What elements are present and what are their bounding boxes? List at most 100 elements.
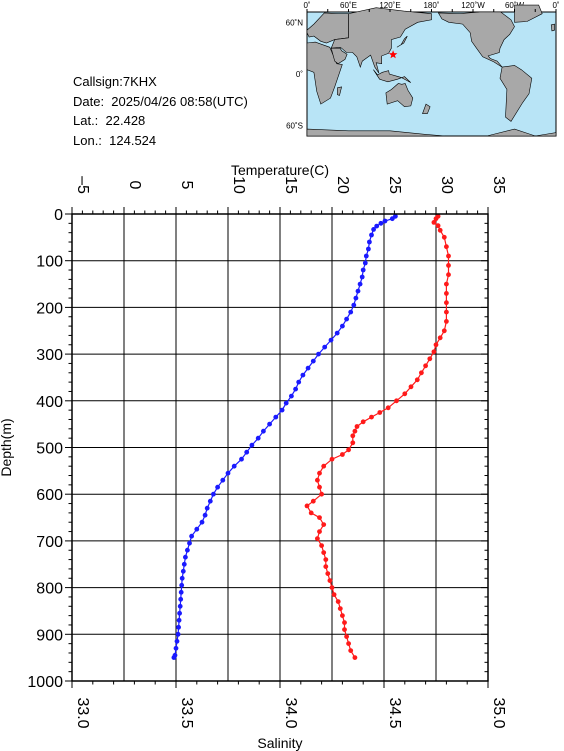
temperature-point [267, 421, 272, 427]
station-location-marker [388, 50, 398, 59]
temperature-point [177, 603, 183, 609]
salinity-point [377, 410, 383, 415]
temperature-point [369, 232, 374, 238]
temperature-point [171, 655, 177, 660]
temperature-point [378, 220, 384, 226]
depth-tick-label: 900 [36, 627, 63, 644]
temperature-tick-labels: –5 0 5 10 15 20 25 30 35 [74, 176, 507, 194]
longitude-text: Lon.: 124.524 [73, 132, 157, 148]
depth-tick-label: 700 [36, 534, 63, 551]
temperature-tick-label: 0 [126, 181, 143, 190]
temperature-point [310, 358, 316, 364]
temperature-point [360, 267, 366, 273]
temperature-point [178, 596, 184, 602]
temperature-point [194, 526, 200, 532]
depth-tick-labels: 0 100 200 300 400 500 600 700 800 900 1000 [27, 207, 63, 691]
salinity-point [304, 503, 310, 509]
temperature-point [382, 218, 388, 224]
depth-tick-label: 500 [36, 441, 63, 458]
salinity-point [408, 384, 414, 390]
temperature-point [231, 463, 237, 469]
temperature-line [173, 215, 396, 658]
salinity-point [325, 571, 331, 576]
map-longitude-label: 60˚E [340, 1, 357, 10]
temperature-point [374, 223, 380, 229]
station-star-icon [388, 50, 398, 59]
map-frame-ticks [306, 9, 557, 12]
profile-chart: Temperature(C) Salinity Depth(m) 0100200… [0, 162, 507, 751]
salinity-point [350, 433, 356, 439]
salinity-point [310, 498, 316, 504]
salinity-point [344, 634, 349, 639]
temperature-point [211, 491, 216, 497]
temperature-point [367, 239, 372, 245]
salinity-point [444, 291, 449, 296]
salinity-point [446, 272, 451, 278]
temperature-point [179, 582, 185, 588]
temperature-point [348, 309, 354, 315]
salinity-point [369, 414, 374, 420]
date-text: Date: 2025/04/26 08:58(UTC) [73, 93, 248, 109]
salinity-point [414, 377, 420, 383]
map-latitude-label: 0˚ [296, 70, 303, 79]
salinity-point [402, 391, 408, 397]
salinity-point [317, 515, 322, 520]
temperature-tick-label: 35 [490, 176, 507, 194]
temperature-tick-label: 20 [334, 176, 351, 194]
salinity-point [340, 452, 345, 457]
temperature-point [176, 617, 182, 623]
salinity-axis-title: Salinity [257, 735, 302, 751]
map-land-south-america [499, 65, 533, 122]
salinity-point [319, 543, 324, 548]
salinity-point [394, 398, 399, 404]
temperature-point [334, 330, 340, 336]
temperature-point [179, 575, 185, 581]
map-land-north-america [437, 11, 515, 68]
temperature-point [178, 589, 184, 595]
depth-tick-label: 800 [36, 581, 63, 598]
data-series [171, 213, 451, 660]
temperature-tick-label: 15 [282, 176, 299, 194]
salinity-point [317, 484, 322, 490]
temperature-point [279, 407, 285, 413]
temperature-point [177, 610, 183, 616]
salinity-point [348, 648, 354, 653]
salinity-point [346, 447, 351, 453]
salinity-tick-label: 33.5 [178, 697, 195, 728]
temperature-tick-label: 10 [230, 176, 247, 194]
map-land-madagascar [337, 86, 343, 96]
salinity-point [317, 470, 322, 476]
salinity-point [431, 220, 437, 225]
salinity-point [317, 529, 322, 534]
temperature-point [300, 372, 306, 378]
map-land-arabia [330, 47, 348, 65]
depth-tick-label: 600 [36, 487, 63, 504]
salinity-point [435, 223, 441, 229]
temperature-point [322, 344, 328, 350]
temperature-point [183, 554, 188, 560]
depth-tick-label: 100 [36, 254, 63, 271]
depth-tick-label: 400 [36, 394, 63, 411]
temperature-point [220, 477, 226, 483]
salinity-series [304, 213, 451, 660]
temperature-point [176, 624, 182, 630]
salinity-point [327, 578, 333, 583]
salinity-point [427, 356, 433, 362]
temperature-point [293, 386, 298, 392]
salinity-point [308, 510, 314, 516]
temperature-point [389, 216, 395, 222]
temperature-point [363, 253, 369, 259]
plot-frame [71, 213, 489, 682]
salinity-point [352, 655, 358, 660]
map-land-japan [396, 35, 408, 48]
salinity-point [329, 456, 335, 462]
temperature-point [351, 302, 357, 308]
map-longitude-label: 120˚W [461, 1, 485, 10]
map-longitude-label: 180˚ [423, 1, 439, 10]
salinity-point [319, 491, 324, 497]
salinity-point [321, 522, 327, 527]
salinity-point [331, 592, 337, 597]
depth-tick-label: 200 [36, 300, 63, 317]
